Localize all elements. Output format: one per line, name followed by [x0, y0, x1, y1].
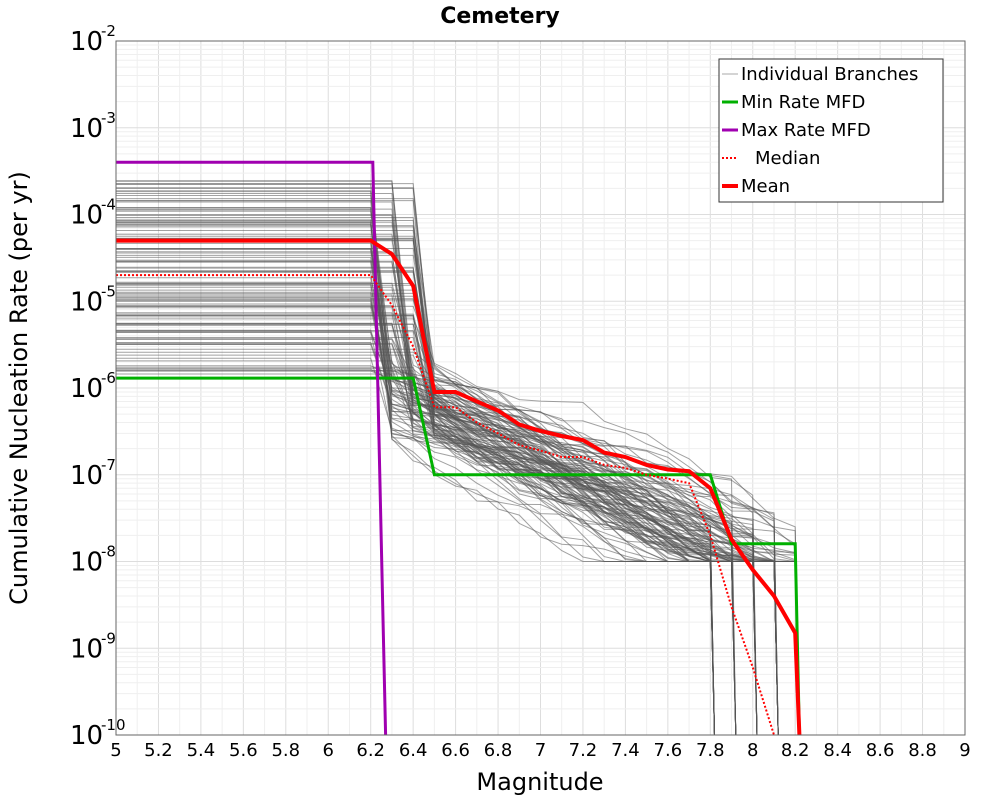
branch-line: [116, 291, 758, 736]
legend-box: [718, 58, 944, 203]
branch-line: [116, 348, 737, 736]
y-tick-label: 10: [70, 461, 103, 491]
y-tick-exponent: -9: [101, 629, 116, 647]
x-tick-label: 8.4: [823, 740, 852, 761]
branch-line: [116, 235, 800, 736]
series-lines: [116, 160, 802, 736]
x-tick-label: 7.4: [611, 740, 640, 761]
series-line-min-rate-mfd: [116, 376, 801, 736]
branch-line: [116, 187, 800, 736]
branch-line: [116, 226, 779, 736]
x-tick-label: 6: [323, 740, 334, 761]
branch-line: [116, 256, 758, 736]
x-tick-label: 6.2: [356, 740, 385, 761]
x-tick-label: 8.2: [781, 740, 810, 761]
x-tick-label: 8.8: [908, 740, 937, 761]
x-tick-label: 9: [959, 740, 970, 761]
y-tick-exponent: -3: [101, 109, 116, 127]
plot-frame: [115, 40, 966, 736]
legend: Individual Branches Min Rate MFD Max Rate …: [718, 58, 944, 203]
x-tick-label: 5.8: [271, 740, 300, 761]
branch-line: [116, 271, 800, 736]
legend-label: Mean: [741, 176, 790, 197]
series-line-mean: [116, 238, 802, 736]
x-tick-label: 6.6: [441, 740, 470, 761]
branch-line: [116, 300, 758, 736]
y-tick-exponent: -5: [101, 282, 116, 300]
branch-line: [116, 370, 715, 736]
x-tick-label: 7.6: [654, 740, 683, 761]
x-tick-label: 7.2: [569, 740, 598, 761]
series-line-median: [116, 274, 775, 736]
x-tick-label: 5: [110, 740, 121, 761]
x-tick-label: 7: [535, 740, 546, 761]
branch-line: [116, 200, 779, 736]
branch-line: [116, 307, 758, 736]
y-tick-exponent: -10: [101, 716, 126, 734]
x-tick-label: 7.8: [696, 740, 725, 761]
branch-line: [116, 225, 779, 736]
x-tick-label: 5.4: [187, 740, 216, 761]
branch-line: [116, 378, 715, 736]
x-axis-label: Magnitude: [476, 768, 603, 796]
x-tick-label: 8.6: [866, 740, 895, 761]
branch-line: [116, 183, 715, 736]
x-tick-label: 8: [747, 740, 758, 761]
x-tick-label: 6.8: [484, 740, 513, 761]
branch-line: [116, 370, 800, 736]
x-tick-label: 5.2: [144, 740, 173, 761]
y-tick-label: 10: [70, 374, 103, 404]
y-tick-exponent: -2: [101, 22, 116, 40]
chart-title: Cemetery: [440, 4, 560, 29]
x-tick-label: 5.6: [229, 740, 258, 761]
branch-line: [116, 208, 758, 736]
branch-line: [116, 237, 737, 736]
series-line-max-rate-mfd: [116, 160, 388, 736]
x-ticks: 5 5.2 5.4 5.6 5.8 6 6.2 6.4 6.6 6.8 7 7.2 7.4 7.6 7.8 8…: [110, 740, 970, 761]
y-axis-label: Cumulative Nucleation Rate (per yr): [5, 171, 33, 605]
y-tick-exponent: -4: [101, 196, 116, 214]
branch-line: [116, 183, 715, 736]
legend-label: Min Rate MFD: [741, 92, 865, 113]
y-tick-label: 10: [70, 114, 103, 144]
y-tick-label: 10: [70, 287, 103, 317]
y-tick-exponent: -6: [101, 369, 116, 387]
y-tick-exponent: -7: [101, 456, 116, 474]
y-tick-label: 10: [70, 27, 103, 57]
x-tick-label: 6.4: [399, 740, 428, 761]
legend-label: Individual Branches: [741, 64, 918, 85]
branch-line: [116, 295, 758, 736]
y-tick-label: 10: [70, 721, 103, 751]
branch-line: [116, 312, 758, 736]
legend-label: Median: [755, 148, 820, 169]
branch-line: [116, 330, 779, 736]
y-tick-label: 10: [70, 634, 103, 664]
branch-line: [116, 305, 800, 736]
legend-label: Max Rate MFD: [741, 120, 871, 141]
branch-line: [116, 198, 779, 736]
y-tick-label: 10: [70, 548, 103, 578]
y-tick-label: 10: [70, 201, 103, 231]
y-tick-exponent: -8: [101, 543, 116, 561]
